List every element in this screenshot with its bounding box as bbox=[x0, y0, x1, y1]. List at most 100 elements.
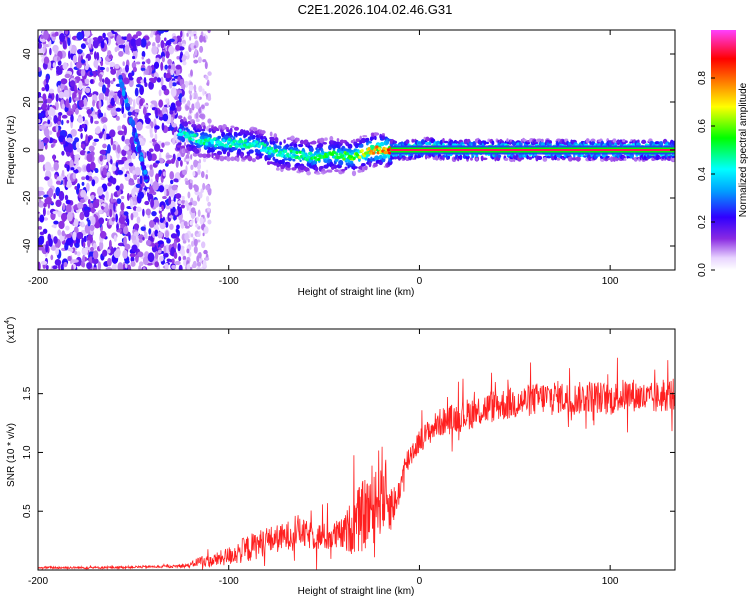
noise-cell bbox=[78, 100, 85, 108]
noise-cell bbox=[135, 254, 139, 263]
noise-cell bbox=[129, 136, 136, 146]
noise-cell bbox=[157, 231, 164, 239]
chirp-cell bbox=[121, 89, 126, 97]
noise-cell bbox=[92, 141, 97, 147]
noise-cell bbox=[154, 125, 160, 130]
noise-cell bbox=[141, 56, 145, 60]
noise-cell bbox=[182, 169, 187, 176]
noise-cell bbox=[89, 161, 96, 171]
noise-cell bbox=[38, 42, 43, 49]
noise-cell bbox=[61, 114, 68, 119]
noise-cell bbox=[165, 230, 169, 238]
noise-cell bbox=[45, 110, 49, 117]
ridge-halo-cell bbox=[226, 151, 231, 157]
ridge-halo-cell bbox=[379, 141, 385, 147]
ridge-core-cell bbox=[383, 151, 387, 155]
noise-cell bbox=[50, 245, 57, 251]
signal-band-core bbox=[390, 149, 675, 151]
noise-cell bbox=[131, 152, 136, 160]
noise-cell bbox=[38, 140, 42, 149]
noise-cell bbox=[65, 180, 73, 189]
ridge-halo-cell bbox=[259, 135, 264, 140]
noise-cell bbox=[92, 267, 98, 270]
ridge-core-cell bbox=[301, 151, 305, 155]
noise-cell bbox=[203, 226, 209, 234]
noise-cell bbox=[192, 92, 195, 99]
ridge-halo-cell bbox=[192, 121, 196, 125]
noise-cell bbox=[97, 186, 104, 196]
noise-cell bbox=[167, 65, 172, 69]
ridge-core-cell bbox=[280, 154, 284, 158]
noise-cell bbox=[112, 112, 118, 116]
noise-cell bbox=[186, 263, 191, 270]
noise-cell bbox=[155, 160, 160, 164]
noise-cell bbox=[185, 158, 191, 162]
ridge-halo-cell bbox=[322, 170, 328, 174]
ridge-halo-cell bbox=[548, 140, 552, 145]
noise-cell bbox=[81, 181, 85, 186]
ridge-core-cell bbox=[290, 155, 294, 159]
noise-cell bbox=[63, 89, 70, 98]
noise-cell bbox=[153, 76, 158, 81]
noise-cell bbox=[180, 160, 183, 167]
noise-cell bbox=[72, 259, 79, 263]
noise-cell bbox=[78, 49, 83, 54]
noise-cell bbox=[101, 116, 108, 123]
noise-cell bbox=[132, 170, 136, 176]
ridge-halo-cell bbox=[215, 153, 221, 160]
noise-cell bbox=[198, 158, 202, 164]
ridge-halo-cell bbox=[500, 140, 504, 144]
noise-cell bbox=[178, 264, 183, 270]
noise-cell bbox=[75, 141, 80, 149]
noise-cell bbox=[117, 159, 125, 165]
ridge-halo-cell bbox=[649, 155, 654, 158]
ridge-core-cell bbox=[239, 145, 243, 149]
ridge-halo-cell bbox=[352, 166, 358, 169]
noise-cell bbox=[65, 225, 70, 231]
ridge-halo-cell bbox=[485, 141, 490, 145]
noise-cell bbox=[38, 107, 42, 111]
chirp-cell bbox=[143, 169, 148, 175]
noise-cell bbox=[173, 131, 177, 140]
noise-cell bbox=[192, 171, 196, 177]
noise-cell bbox=[115, 115, 120, 121]
noise-cell bbox=[64, 30, 69, 35]
noise-cell bbox=[143, 77, 147, 84]
spectrogram-y-label: Frequency (Hz) bbox=[6, 116, 17, 185]
ridge-halo-cell bbox=[252, 134, 256, 140]
ridge-halo-cell bbox=[671, 140, 675, 146]
noise-cell bbox=[111, 217, 116, 222]
noise-cell bbox=[137, 251, 144, 258]
noise-cell bbox=[44, 83, 50, 92]
noise-cell bbox=[111, 165, 117, 172]
noise-cell bbox=[197, 56, 202, 64]
spectrogram-y-tick-label: -20 bbox=[22, 190, 33, 205]
noise-cell bbox=[124, 173, 128, 177]
noise-cell bbox=[94, 120, 99, 125]
noise-cell bbox=[72, 54, 78, 64]
noise-cell bbox=[53, 193, 56, 200]
ridge-halo-cell bbox=[211, 152, 214, 159]
noise-cell bbox=[145, 125, 152, 129]
noise-cell bbox=[193, 238, 198, 247]
noise-cell bbox=[200, 171, 205, 178]
ridge-halo-cell bbox=[235, 132, 238, 138]
noise-cell bbox=[128, 181, 135, 186]
ridge-core-cell bbox=[222, 139, 226, 143]
noise-cell bbox=[107, 257, 112, 267]
noise-cell bbox=[61, 230, 66, 237]
colorbar-tick-label: 0.2 bbox=[697, 215, 708, 229]
ridge-core-cell bbox=[274, 148, 278, 153]
noise-cell bbox=[50, 254, 54, 261]
noise-cell bbox=[196, 233, 201, 238]
ridge-halo-cell bbox=[273, 162, 278, 166]
noise-cell bbox=[64, 73, 71, 79]
noise-cell bbox=[142, 256, 149, 266]
noise-cell bbox=[98, 209, 103, 214]
noise-cell bbox=[117, 90, 123, 99]
ridge-core-cell bbox=[335, 152, 339, 156]
noise-cell bbox=[169, 223, 174, 230]
noise-cell bbox=[76, 147, 81, 153]
noise-cell bbox=[147, 252, 155, 263]
